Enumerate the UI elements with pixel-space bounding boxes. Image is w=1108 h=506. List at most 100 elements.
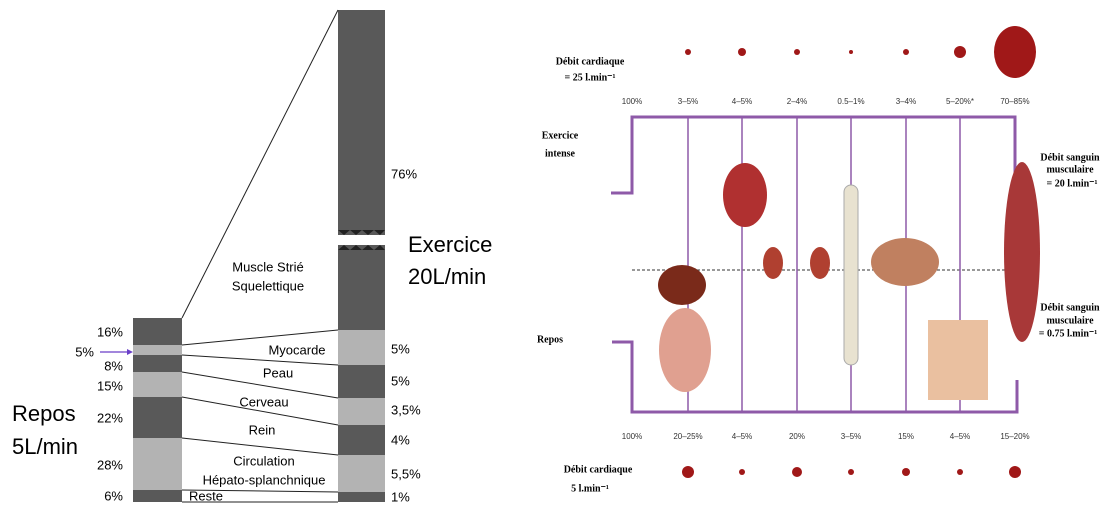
- exercise-flow: 20L/min: [408, 264, 486, 289]
- bottom-percent: 4–5%: [732, 432, 752, 441]
- bone: [843, 184, 859, 366]
- right-diagram: Débit cardiaque = 25 l.min⁻¹ Exercice in…: [537, 26, 1100, 494]
- break-marks: [338, 230, 385, 250]
- rest-segment: [133, 397, 182, 438]
- rest-segment: [133, 372, 182, 397]
- flow-dot: [902, 468, 910, 476]
- exercise-percent: 76%: [391, 166, 417, 181]
- muscle-flow-label: Débit sanguin: [1040, 152, 1100, 163]
- rest-segment: [133, 490, 182, 502]
- flow-dot: [849, 50, 853, 54]
- muscle-flow-label: musculaire: [1046, 164, 1094, 175]
- intestine: [659, 308, 711, 392]
- rest-percent: 6%: [104, 488, 123, 503]
- organ-label: Circulation: [233, 453, 294, 468]
- flow-dot: [954, 46, 966, 58]
- rest-percent: 16%: [97, 324, 123, 339]
- flow-dot: [685, 49, 691, 55]
- top-percent: 0.5–1%: [837, 97, 864, 106]
- top-percent: 3–4%: [896, 97, 916, 106]
- rest-percent: 28%: [97, 457, 123, 472]
- cardiac-output-label: Débit cardiaque: [556, 56, 625, 67]
- flow-dot: [903, 49, 909, 55]
- organ-label: Cerveau: [239, 394, 288, 409]
- exercise-percent: 4%: [391, 432, 410, 447]
- top-percent: 3–5%: [678, 97, 698, 106]
- muscle-flow-label: musculaire: [1046, 315, 1094, 326]
- exercise-segment: [338, 425, 385, 455]
- organs: [658, 162, 1040, 400]
- exercise-title: Exercice: [408, 232, 492, 257]
- exercise-segment: [338, 365, 385, 398]
- connector: [181, 371, 339, 399]
- skin: [928, 320, 988, 400]
- connector: [181, 329, 339, 346]
- connector: [181, 9, 339, 319]
- muscle-flow-label: Débit sanguin: [1040, 302, 1100, 313]
- top-percent: 2–4%: [787, 97, 807, 106]
- flow-dot: [738, 48, 746, 56]
- rest-segment: [133, 318, 182, 345]
- brain: [871, 238, 939, 286]
- flow-dot: [1009, 466, 1021, 478]
- organ-label: Hépato-splanchnique: [203, 472, 326, 487]
- rest-segment: [133, 355, 182, 372]
- rest-segment: [133, 438, 182, 490]
- muscle-flow-value: = 0.75 l.min⁻¹: [1039, 328, 1097, 339]
- liver: [658, 265, 706, 305]
- heart: [723, 163, 767, 227]
- bottom-percent: 20–25%: [673, 432, 702, 441]
- connector: [181, 396, 339, 426]
- rest-segment: [133, 345, 182, 355]
- exercise-percent: 3,5%: [391, 402, 421, 417]
- cardiac-output-value: 5 l.min⁻¹: [571, 483, 609, 494]
- rest-percent: 8%: [104, 358, 123, 373]
- flow-dot: [739, 469, 745, 475]
- rest-percent: 5%: [75, 344, 94, 359]
- flow-dot: [682, 466, 694, 478]
- flow-dot: [994, 26, 1036, 78]
- kidney: [810, 247, 830, 279]
- rest-percent: 15%: [97, 378, 123, 393]
- flow-dot: [792, 467, 802, 477]
- muscle-label: Muscle Strié: [232, 259, 304, 274]
- exercise-percent: 5%: [391, 341, 410, 356]
- top-dots: [685, 26, 1036, 78]
- exercise-segment: [338, 455, 385, 492]
- left-diagram: Muscle Strié Squelettique Myocarde Peau …: [12, 9, 492, 504]
- top-percent: 5–20%*: [946, 97, 974, 106]
- connector: [181, 489, 339, 493]
- kidney: [763, 247, 783, 279]
- exercise-percent: 5,5%: [391, 466, 421, 481]
- bottom-percent: 20%: [789, 432, 805, 441]
- exercise-segment: [338, 330, 385, 365]
- bottom-percent: 100%: [622, 432, 642, 441]
- muscle-flow-value: = 20 l.min⁻¹: [1047, 178, 1098, 189]
- bottom-percent: 15%: [898, 432, 914, 441]
- cardiac-output-value: = 25 l.min⁻¹: [565, 72, 616, 83]
- connector: [181, 354, 339, 366]
- exercise-frame: [611, 115, 1017, 195]
- rest-title: Repos: [12, 401, 76, 426]
- bottom-percent: 15–20%: [1000, 432, 1029, 441]
- flow-dot: [957, 469, 963, 475]
- exercise-segment: [338, 492, 385, 502]
- arrow-head: [127, 349, 133, 355]
- top-percent: 100%: [622, 97, 642, 106]
- bottom-percent: 4–5%: [950, 432, 970, 441]
- bottom-dots: [682, 466, 1021, 478]
- top-percent: 70–85%: [1000, 97, 1029, 106]
- exercise-percent: 1%: [391, 489, 410, 504]
- top-percent: 4–5%: [732, 97, 752, 106]
- flow-dot: [848, 469, 854, 475]
- exercise-label: Exercice: [542, 130, 579, 141]
- axis-break: [336, 235, 387, 245]
- connector: [181, 437, 339, 456]
- exercise-label: intense: [545, 148, 576, 159]
- flow-dot: [794, 49, 800, 55]
- rest-label: Repos: [537, 334, 563, 345]
- muscle-label: Squelettique: [232, 278, 304, 293]
- organ-label: Rein: [249, 422, 276, 437]
- exercise-segment: [338, 398, 385, 425]
